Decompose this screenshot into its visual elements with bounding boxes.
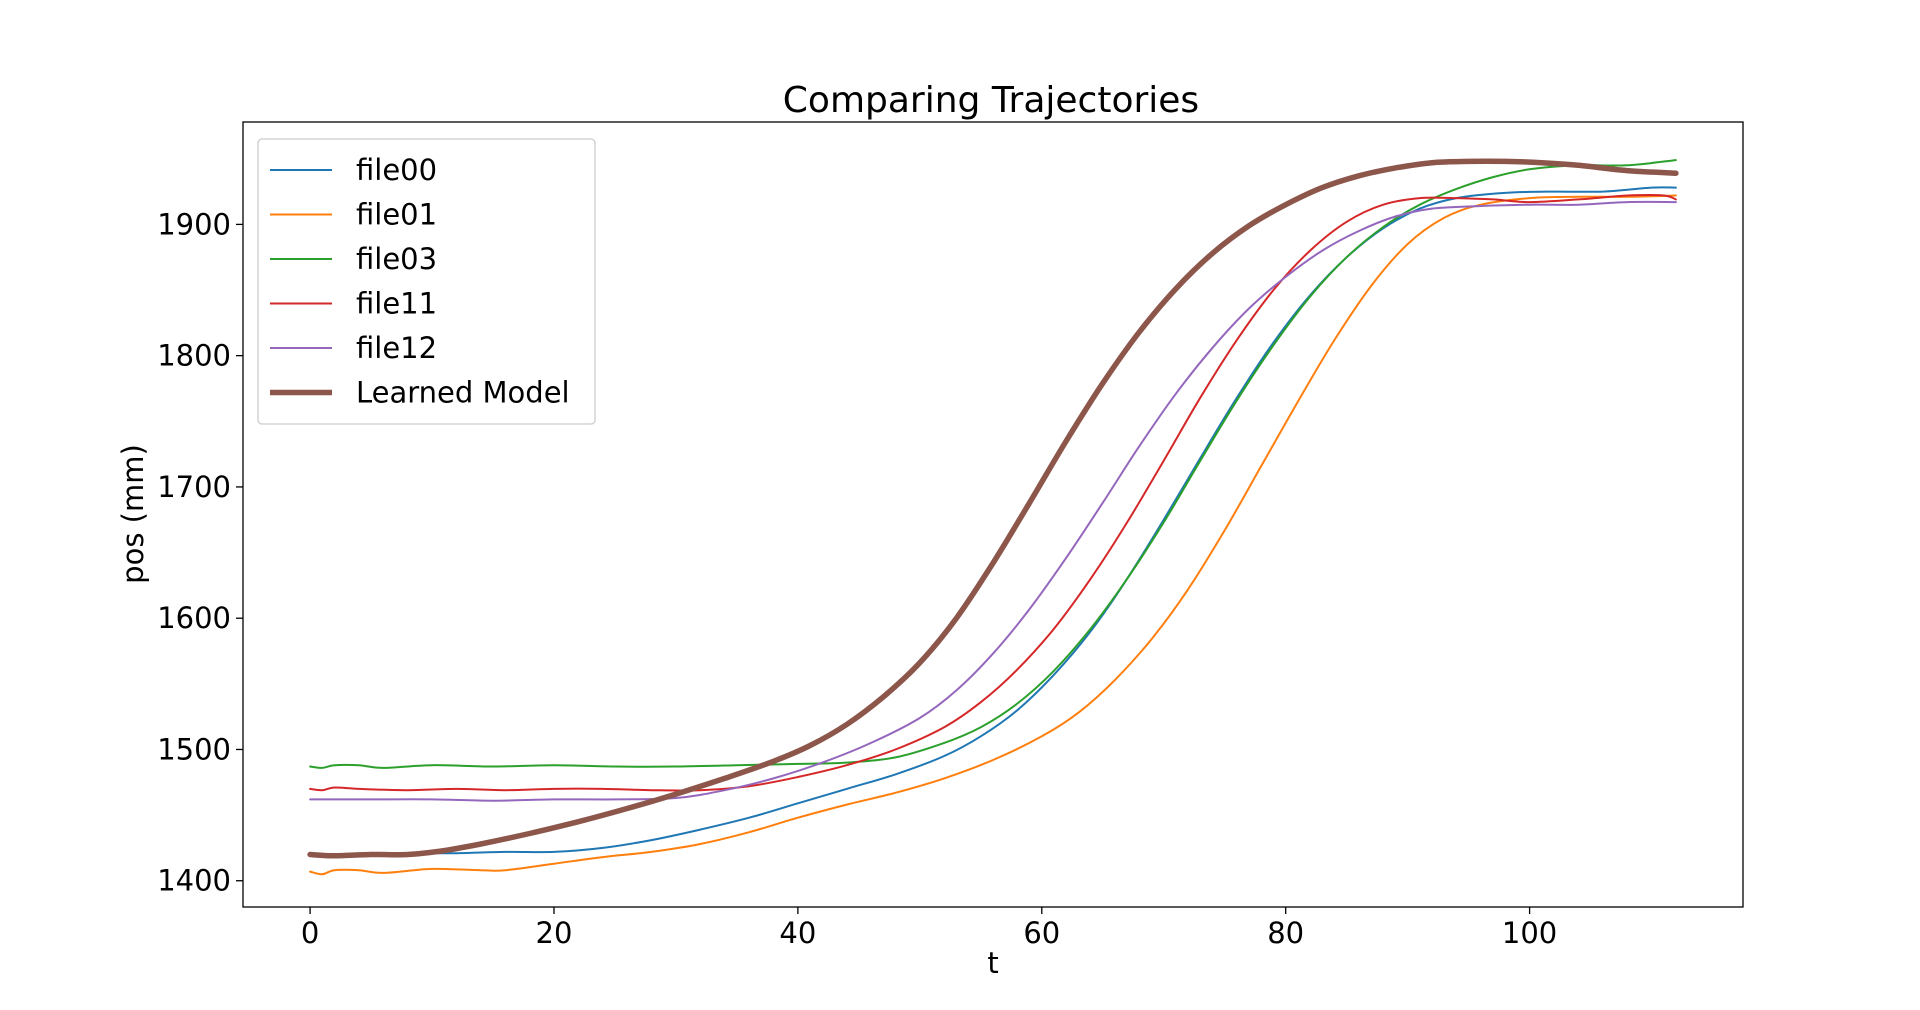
x-tick-label: 40 [779,916,816,950]
x-tick-label: 80 [1267,916,1304,950]
y-tick-label: 1500 [157,732,231,766]
legend-label-file11: file11 [356,287,437,321]
legend-label-file12: file12 [356,331,437,365]
y-tick-label: 1400 [157,864,231,898]
y-tick-label: 1900 [157,207,231,241]
x-tick-label: 20 [536,916,573,950]
legend: file00 file01 file03 file11 file12 Learned Mo… [257,138,596,425]
x-tick-label: 0 [301,916,319,950]
y-tick-label: 1700 [157,470,231,504]
x-tick-label: 100 [1502,916,1557,950]
y-tick-label: 1600 [157,601,231,635]
legend-label-file03: file03 [356,242,437,276]
series-line-file11 [309,194,1677,792]
x-axis-ticks: 0 20 40 60 80 100 [301,907,1557,950]
y-axis-ticks: 1400 1500 1600 1700 1800 1900 [157,207,243,898]
y-axis-label: pos (mm) [116,444,150,584]
legend-label-file00: file00 [356,153,437,187]
legend-box [257,138,596,425]
series-line-file12 [309,200,1677,802]
series-line-learned-model [307,158,1679,859]
legend-label-learned-model: Learned Model [356,376,570,410]
series-line-file01 [309,194,1677,876]
x-tick-label: 60 [1023,916,1060,950]
series-layer [307,158,1679,876]
legend-label-file01: file01 [356,198,437,232]
plot-frame [242,121,1744,908]
series-line-file00 [309,186,1677,856]
chart-title: Comparing Trajectories [783,80,1199,121]
x-axis-label: t [987,946,998,980]
y-tick-label: 1800 [157,339,231,373]
